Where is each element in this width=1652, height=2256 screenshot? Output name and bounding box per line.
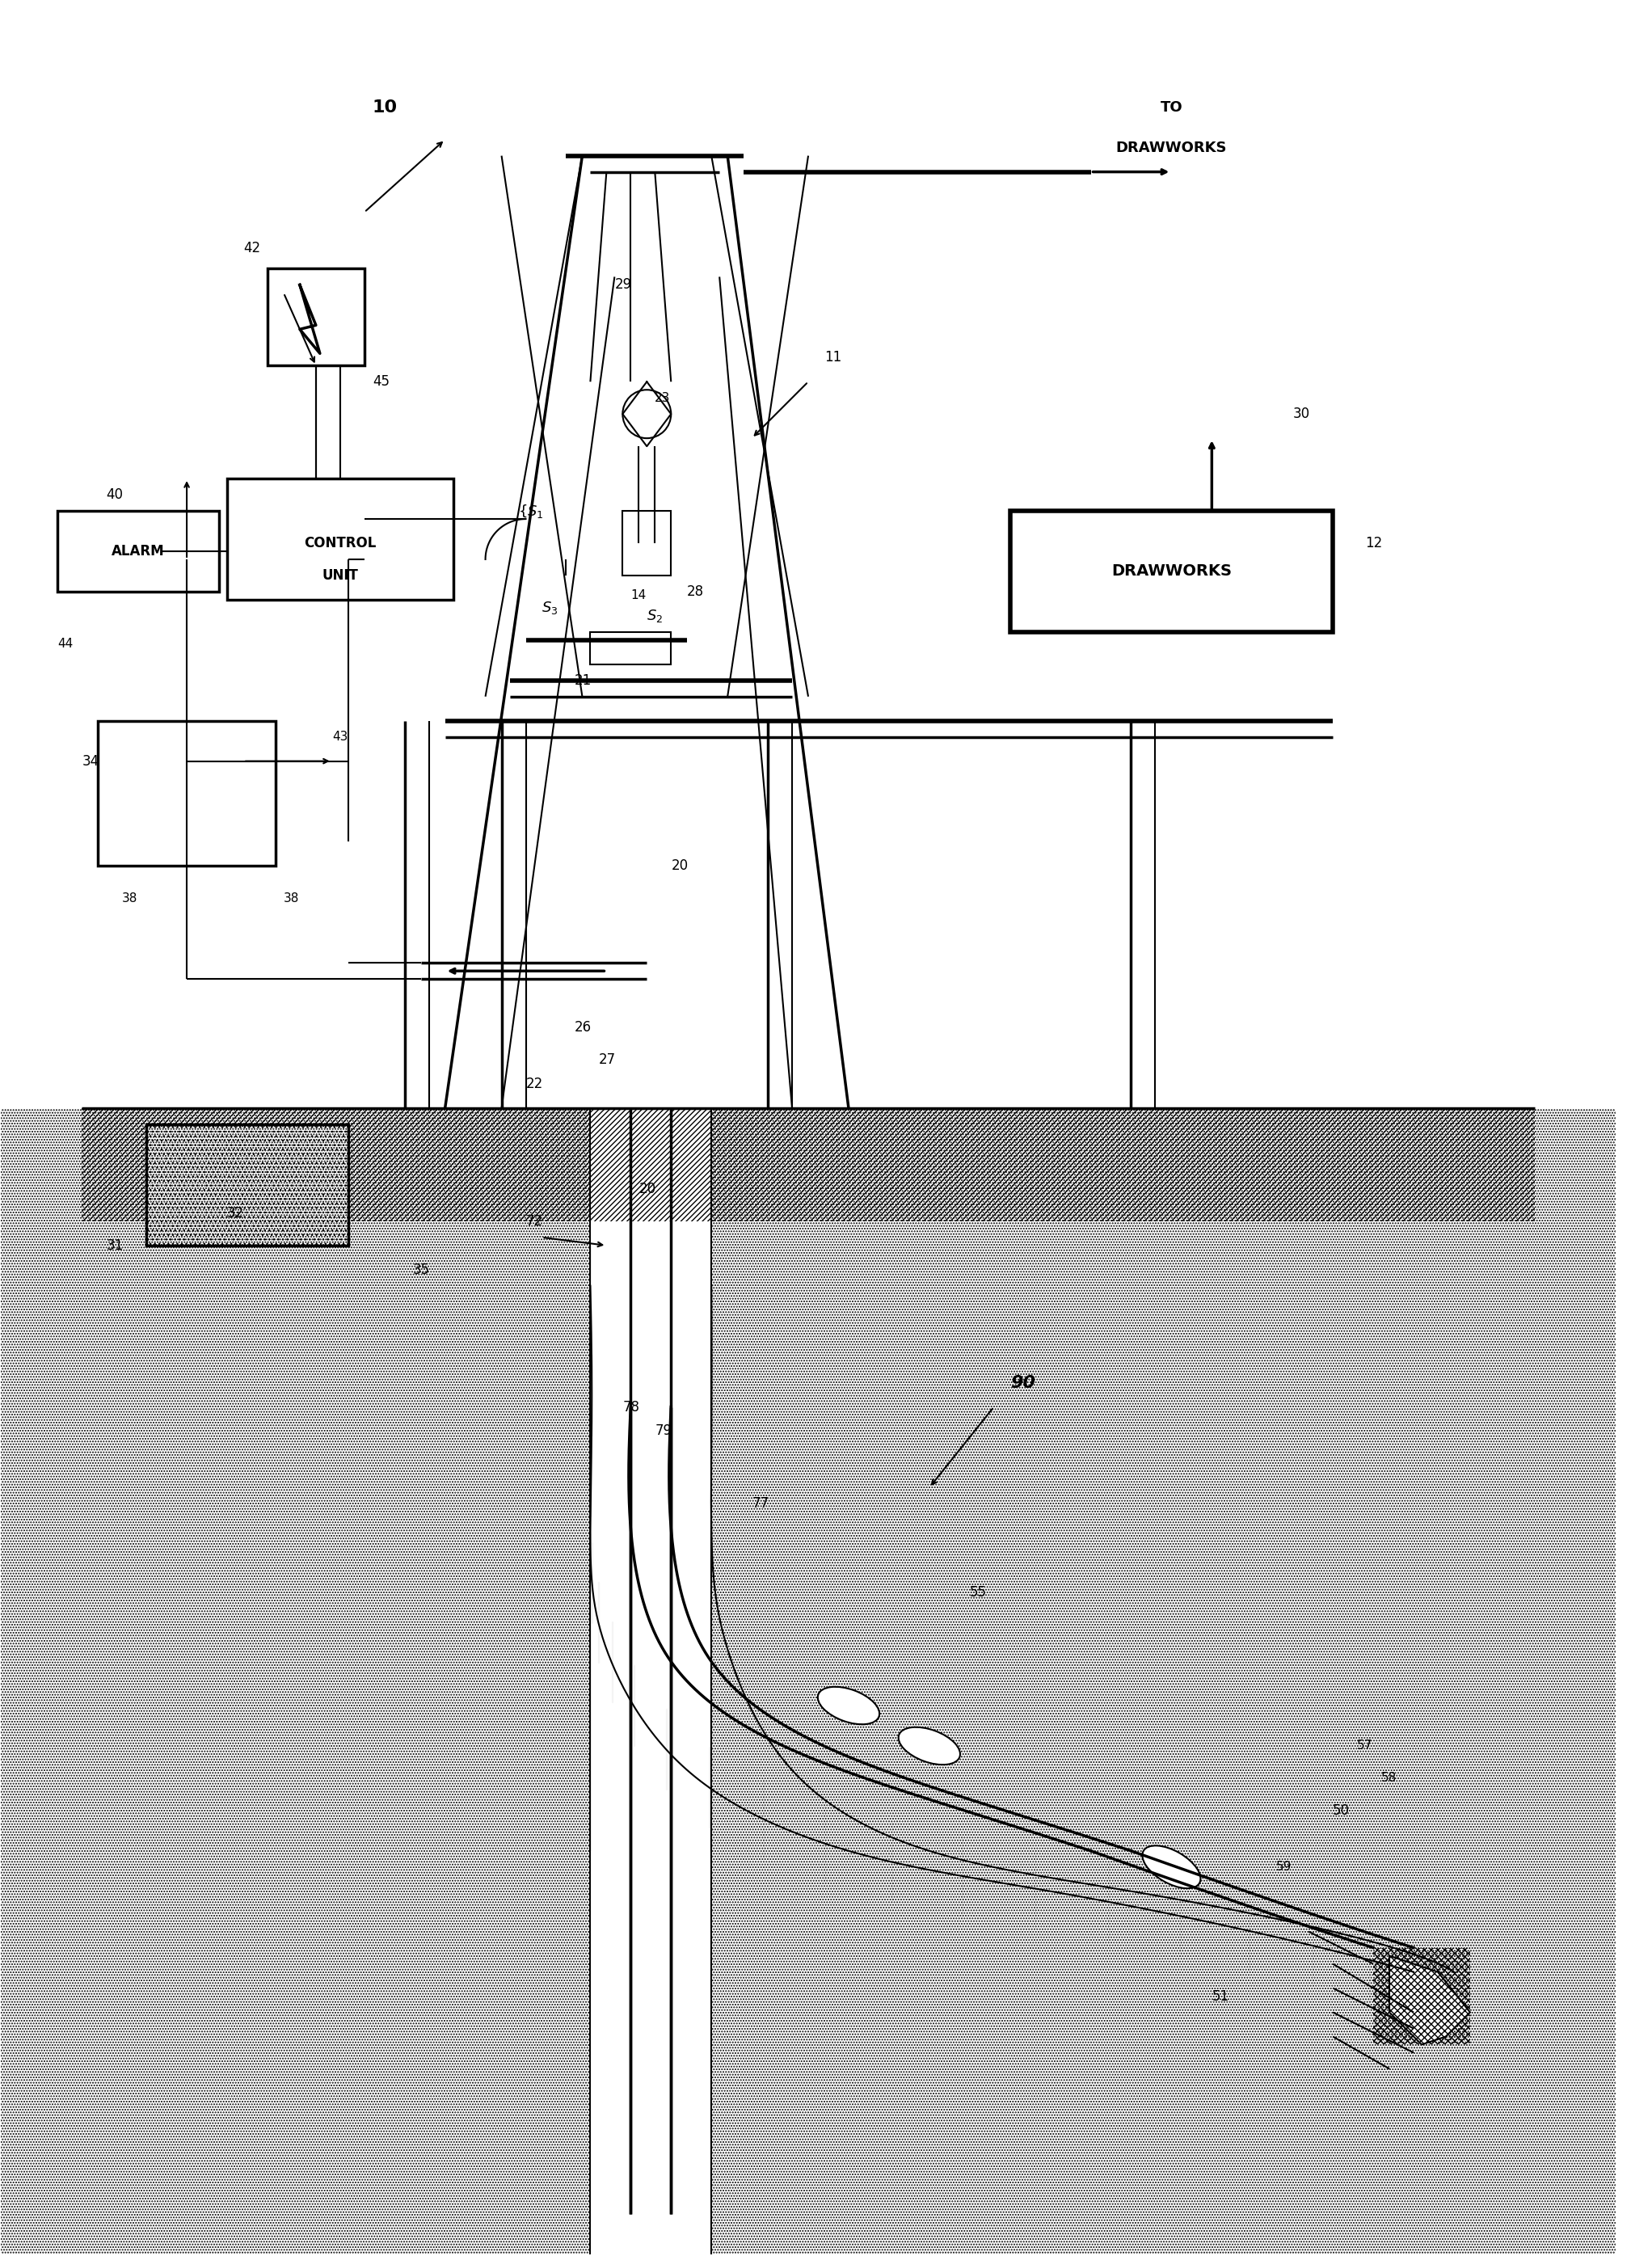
Text: 38: 38	[284, 893, 299, 905]
Text: 32: 32	[226, 1207, 244, 1220]
Text: 79: 79	[654, 1424, 672, 1439]
Bar	[268, 268, 365, 365]
Ellipse shape	[818, 1687, 879, 1724]
Text: 21: 21	[575, 672, 591, 688]
Bar	[58, 510, 220, 591]
Text: 58: 58	[1381, 1773, 1398, 1784]
Text: 29: 29	[615, 277, 631, 291]
Polygon shape	[1389, 1956, 1470, 2044]
Text: 35: 35	[413, 1263, 430, 1277]
Text: $\{S_1$: $\{S_1$	[517, 503, 544, 519]
Text: 23: 23	[654, 393, 671, 404]
Bar	[83, 1108, 1535, 1220]
Text: 11: 11	[824, 350, 841, 365]
Text: 90: 90	[1009, 1374, 1036, 1390]
Text: 51: 51	[1213, 1990, 1229, 2003]
Text: DRAWWORKS: DRAWWORKS	[1112, 564, 1232, 580]
Text: 27: 27	[598, 1054, 616, 1067]
Text: 78: 78	[623, 1399, 639, 1415]
Text: 72: 72	[525, 1214, 544, 1230]
Text: 34: 34	[83, 754, 99, 769]
Bar	[2, 1108, 590, 2254]
Circle shape	[623, 390, 671, 438]
Text: 20: 20	[671, 860, 689, 873]
Text: 45: 45	[372, 374, 390, 388]
Bar	[147, 1123, 349, 1245]
Ellipse shape	[1142, 1845, 1201, 1888]
Text: 22: 22	[525, 1076, 544, 1092]
Text: 57: 57	[1356, 1739, 1373, 1753]
Text: 43: 43	[332, 731, 347, 742]
Text: 10: 10	[372, 99, 398, 115]
Text: 44: 44	[58, 638, 73, 650]
Text: TO: TO	[1160, 99, 1183, 115]
Text: 77: 77	[752, 1496, 768, 1512]
Text: 28: 28	[687, 584, 704, 598]
Ellipse shape	[899, 1728, 960, 1764]
Bar	[590, 632, 671, 663]
Bar	[147, 1123, 349, 1245]
Text: UNIT: UNIT	[322, 569, 358, 582]
Text: 55: 55	[970, 1586, 986, 1600]
Text: 20: 20	[639, 1182, 656, 1196]
Text: $S_3$: $S_3$	[542, 600, 558, 616]
Text: 50: 50	[1333, 1803, 1350, 1818]
Text: 14: 14	[631, 589, 646, 602]
Bar	[623, 510, 671, 575]
Bar	[1009, 510, 1333, 632]
Text: ALARM: ALARM	[112, 544, 165, 559]
Text: 42: 42	[243, 241, 261, 255]
Text: 12: 12	[1365, 537, 1383, 550]
Text: 38: 38	[122, 893, 137, 905]
Text: CONTROL: CONTROL	[304, 537, 377, 550]
Bar	[712, 1108, 1616, 2254]
Text: 40: 40	[106, 487, 122, 503]
Bar	[1373, 1947, 1470, 2044]
Text: 26: 26	[575, 1020, 591, 1036]
Text: $S_2$: $S_2$	[648, 607, 662, 625]
Text: 59: 59	[1277, 1861, 1292, 1872]
Bar	[97, 720, 276, 866]
Text: 30: 30	[1292, 406, 1310, 422]
Bar	[226, 478, 453, 600]
Text: DRAWWORKS: DRAWWORKS	[1115, 140, 1227, 156]
Text: 31: 31	[106, 1239, 124, 1252]
